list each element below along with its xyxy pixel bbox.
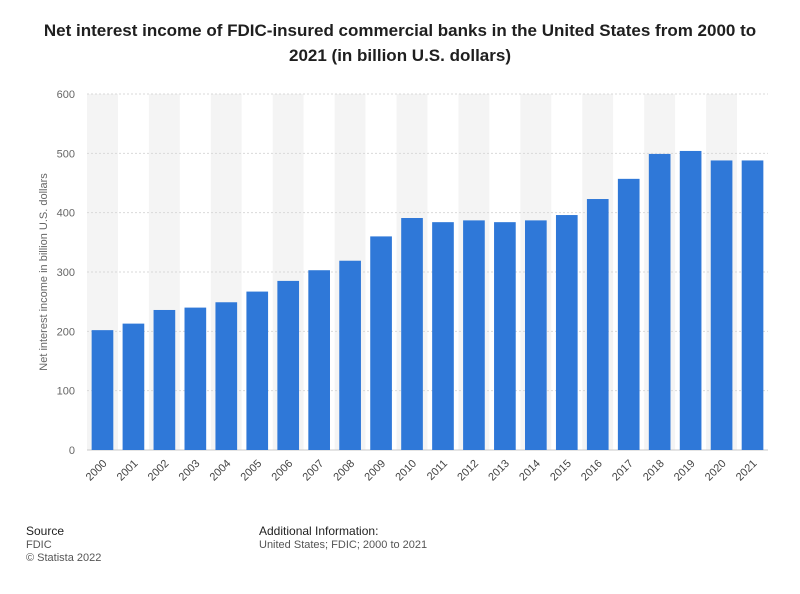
bar-2005[interactable] bbox=[246, 291, 269, 450]
bar-2015[interactable] bbox=[555, 215, 578, 450]
bar-2006[interactable] bbox=[277, 280, 300, 450]
x-tick-label: 2007 bbox=[300, 458, 326, 484]
x-tick-label: 2015 bbox=[548, 458, 574, 484]
bar-2012[interactable] bbox=[463, 220, 485, 450]
additional-info-text: United States; FDIC; 2000 to 2021 bbox=[259, 539, 428, 551]
x-tick-label: 2004 bbox=[208, 458, 234, 484]
x-tick-label: 2009 bbox=[362, 458, 388, 484]
x-tick-label: 2000 bbox=[84, 458, 110, 484]
chart-title: Net interest income of FDIC-insured comm… bbox=[43, 21, 757, 65]
source-block: Source FDIC © Statista 2022 bbox=[26, 525, 101, 565]
x-tick-label: 2020 bbox=[703, 458, 729, 484]
bar-2001[interactable] bbox=[122, 323, 145, 450]
x-tick-label: 2021 bbox=[734, 458, 760, 484]
bar-2016[interactable] bbox=[586, 199, 609, 450]
bar-2000[interactable] bbox=[91, 330, 114, 450]
y-tick-label: 100 bbox=[57, 386, 75, 398]
y-axis-label: Net interest income in billion U.S. doll… bbox=[38, 173, 50, 371]
y-tick-label: 0 bbox=[69, 445, 75, 457]
y-tick-label: 300 bbox=[57, 267, 75, 279]
x-tick-label: 2002 bbox=[146, 458, 172, 484]
bar-2008[interactable] bbox=[339, 260, 361, 450]
source-heading: Source bbox=[26, 524, 65, 538]
x-tick-label: 2011 bbox=[425, 458, 450, 483]
x-tick-label: 2018 bbox=[641, 458, 667, 484]
bar-2009[interactable] bbox=[370, 236, 392, 450]
bar-2010[interactable] bbox=[401, 218, 423, 450]
bars bbox=[91, 150, 764, 450]
bar-2017[interactable] bbox=[617, 178, 640, 450]
bar-2018[interactable] bbox=[648, 153, 671, 450]
bar-2003[interactable] bbox=[184, 307, 207, 450]
bar-2011[interactable] bbox=[432, 222, 454, 450]
source-name[interactable]: FDIC bbox=[26, 539, 52, 551]
bar-2019[interactable] bbox=[679, 150, 702, 450]
x-tick-label: 2013 bbox=[486, 458, 512, 484]
x-tick-label: 2010 bbox=[393, 458, 419, 484]
x-tick-label: 2014 bbox=[517, 458, 543, 484]
x-tick-label: 2001 bbox=[115, 458, 141, 484]
bar-2007[interactable] bbox=[308, 270, 330, 450]
y-axis-ticks: 0 100 200 300 400 500 600 bbox=[57, 89, 75, 457]
bar-2004[interactable] bbox=[215, 302, 238, 450]
x-tick-label: 2016 bbox=[579, 458, 605, 484]
copyright: © Statista 2022 bbox=[26, 552, 102, 564]
bar-2002[interactable] bbox=[153, 309, 176, 450]
x-tick-label: 2003 bbox=[177, 458, 203, 484]
y-tick-label: 500 bbox=[57, 148, 75, 160]
x-tick-label: 2008 bbox=[331, 458, 357, 484]
bar-2014[interactable] bbox=[525, 220, 547, 450]
additional-info-heading: Additional Information: bbox=[259, 524, 379, 538]
x-tick-label: 2006 bbox=[270, 458, 296, 484]
x-tick-label: 2019 bbox=[672, 458, 698, 484]
y-tick-label: 400 bbox=[57, 208, 75, 220]
x-tick-label: 2017 bbox=[610, 458, 636, 484]
bar-2013[interactable] bbox=[494, 222, 516, 450]
x-tick-label: 2005 bbox=[239, 458, 265, 484]
x-axis-ticks: 2000 2001 2002 2003 2004 2005 2006 2007 2008 2009… bbox=[84, 458, 760, 484]
y-tick-label: 600 bbox=[57, 89, 75, 101]
additional-info-block: Additional Information: United States; F… bbox=[259, 525, 427, 552]
bar-2021[interactable] bbox=[741, 160, 764, 450]
bar-2020[interactable] bbox=[710, 160, 733, 450]
x-tick-label: 2012 bbox=[455, 458, 481, 484]
y-tick-label: 200 bbox=[57, 326, 75, 338]
